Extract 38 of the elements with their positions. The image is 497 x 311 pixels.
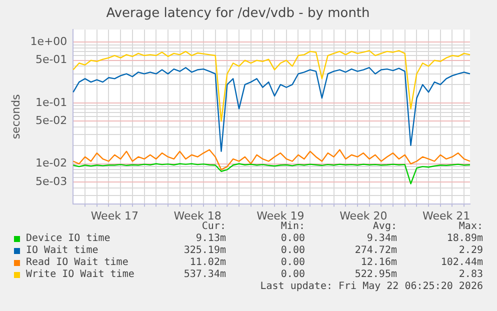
legend-label: Write IO Wait time: [26, 269, 134, 281]
text: 537.34m: [184, 269, 226, 280]
chart-title: Average latency for /dev/vdb - by month: [106, 6, 370, 22]
y-tick-label: 1e-02: [35, 156, 68, 170]
y-axis-title: seconds: [9, 94, 22, 140]
x-tick-label: Week 18: [174, 209, 222, 222]
text: 0.00: [280, 245, 305, 256]
text: 102.44m: [440, 257, 483, 268]
text: 274.72m: [354, 245, 397, 256]
text: 11.02m: [190, 257, 226, 268]
legend-label: Read IO Wait time: [26, 257, 128, 269]
y-tick-label: 5e-02: [35, 114, 68, 128]
text: Cur:: [200, 221, 226, 233]
text: 12.16m: [360, 257, 397, 268]
text: 9.34m: [366, 233, 397, 244]
text: 0.00: [280, 257, 305, 268]
x-tick-label: Week 19: [256, 209, 304, 222]
y-tick-label: 1e-01: [35, 96, 68, 109]
x-tick-label: Week 17: [90, 209, 138, 222]
text: 0.00: [280, 233, 305, 244]
y-tick-label: 5e-03: [35, 174, 68, 188]
legend-label: IO Wait time: [26, 245, 98, 257]
text: Max:: [458, 221, 483, 232]
text: Avg:: [372, 221, 397, 232]
text: 522.95m: [354, 269, 397, 280]
legend-label: Device IO time: [26, 233, 110, 245]
text: 0.00: [280, 269, 305, 280]
text: 9.13m: [196, 233, 226, 244]
x-tick-label: Week 20: [340, 209, 388, 222]
x-tick-label: Week 21: [422, 209, 470, 222]
text: 18.89m: [446, 233, 483, 244]
text: 2.29: [458, 245, 483, 256]
y-tick-label: 1e+00: [30, 34, 68, 48]
text: Min:: [280, 221, 305, 232]
text: 325.19m: [182, 245, 226, 257]
text: Last update: Fri May 22 06:25:20 2026: [259, 281, 483, 293]
y-tick-label: 5e-01: [35, 53, 68, 66]
text: 2.83: [458, 269, 483, 280]
